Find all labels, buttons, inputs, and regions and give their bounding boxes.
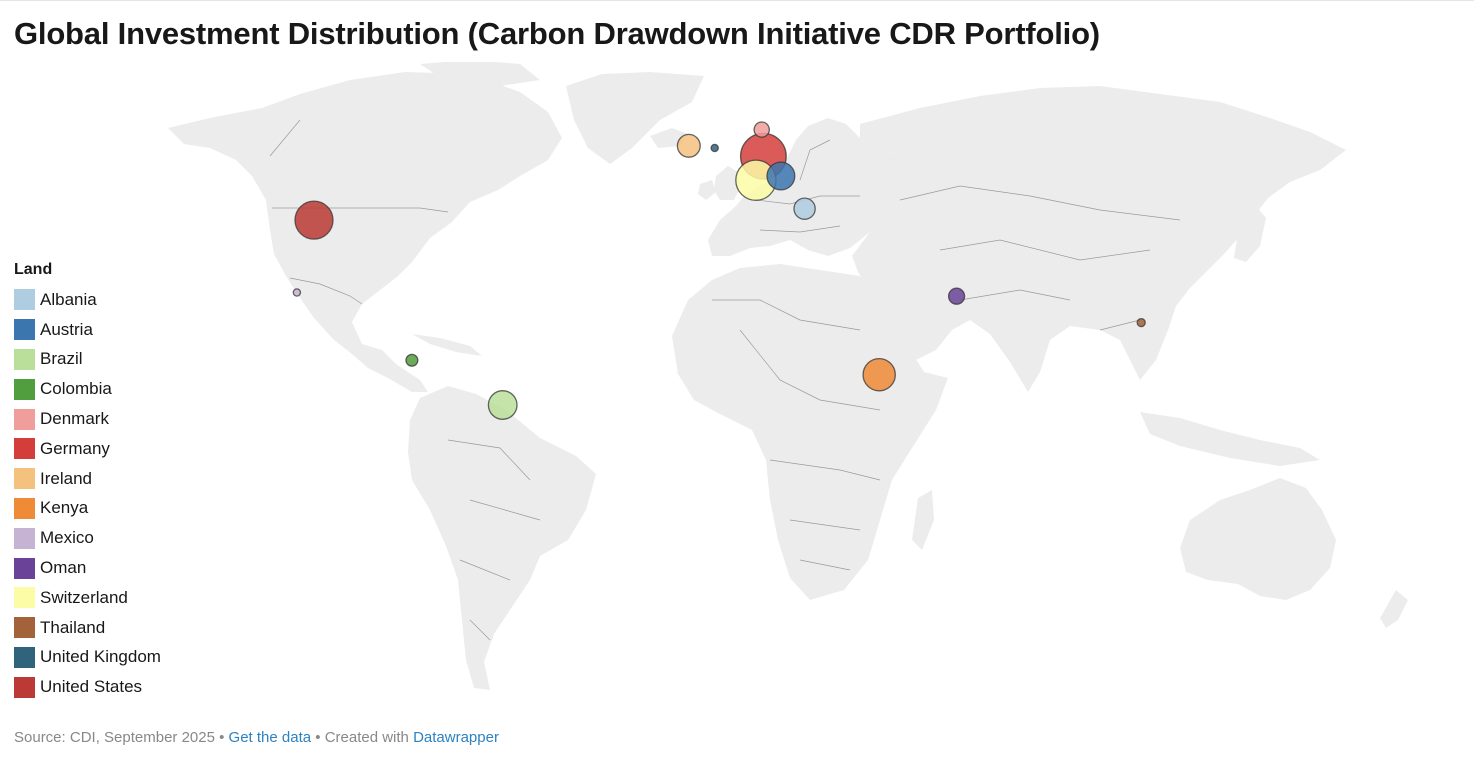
land-europe xyxy=(708,118,910,256)
legend-item: Oman xyxy=(14,553,161,583)
legend-label: Ireland xyxy=(40,468,92,488)
legend-label: Brazil xyxy=(40,349,83,369)
legend-swatch xyxy=(14,527,35,549)
legend-item: United Kingdom xyxy=(14,643,161,673)
marker-united-states[interactable] xyxy=(294,200,334,240)
land-africa xyxy=(672,264,948,600)
legend-label: Oman xyxy=(40,558,87,578)
legend-swatch xyxy=(14,617,35,639)
legend-item: Denmark xyxy=(14,404,161,434)
land-madagascar xyxy=(912,490,934,550)
legend-swatch xyxy=(14,378,35,400)
get-the-data-link[interactable]: Get the data xyxy=(228,729,312,746)
legend-item: United States xyxy=(14,672,161,702)
land-asia xyxy=(852,86,1346,392)
legend-swatch xyxy=(14,497,35,519)
legend-label: Denmark xyxy=(40,409,109,429)
marker-albania[interactable] xyxy=(793,197,816,220)
legend-item: Albania xyxy=(14,285,161,315)
legend-label: Albania xyxy=(40,289,97,309)
legend-label: Austria xyxy=(40,319,93,339)
legend-swatch xyxy=(14,587,35,609)
marker-colombia[interactable] xyxy=(405,353,419,367)
source-note: Source: CDI, September 2025 xyxy=(14,729,215,746)
legend-label: Switzerland xyxy=(40,587,128,607)
marker-thailand[interactable] xyxy=(1136,317,1146,328)
land-south-america xyxy=(408,386,596,690)
legend-label: Mexico xyxy=(40,528,94,548)
created-with-text: • Created with xyxy=(311,729,414,746)
land-australia xyxy=(1180,478,1336,600)
legend-item: Thailand xyxy=(14,613,161,643)
top-divider xyxy=(0,0,1474,1)
land-new-zealand xyxy=(1380,590,1408,628)
legend-swatch xyxy=(14,348,35,370)
legend-swatch xyxy=(14,438,35,460)
legend-label: Germany xyxy=(40,438,110,458)
legend-title: Land xyxy=(14,261,53,278)
land-layer xyxy=(168,62,1408,690)
land-arctic-islands xyxy=(420,62,540,86)
legend-swatch xyxy=(14,319,35,341)
border-south-america xyxy=(447,439,541,641)
border-asia xyxy=(899,185,1181,331)
legend-item: Austria xyxy=(14,315,161,345)
legend-item: Kenya xyxy=(14,494,161,524)
border-alaska xyxy=(269,119,301,157)
marker-united-kingdom[interactable] xyxy=(710,143,719,153)
legend-item: Ireland xyxy=(14,464,161,494)
legend-swatch xyxy=(14,468,35,490)
legend-label: Thailand xyxy=(40,617,106,637)
marker-layer xyxy=(292,121,1146,420)
land-japan xyxy=(1234,206,1266,262)
legend: Land Albania Austria Brazil Colombia Denmark… xyxy=(14,261,161,702)
legend-swatch xyxy=(14,408,35,430)
legend-label: United Kingdom xyxy=(40,647,161,667)
legend-items: Albania Austria Brazil Colombia Denmark Germa… xyxy=(14,285,161,702)
legend-label: Colombia xyxy=(40,379,112,399)
chart-title: Global Investment Distribution (Carbon D… xyxy=(14,16,1100,51)
marker-brazil[interactable] xyxy=(487,390,518,420)
land-uk xyxy=(714,166,740,200)
legend-swatch xyxy=(14,646,35,668)
marker-oman[interactable] xyxy=(947,287,966,305)
legend-item: Germany xyxy=(14,434,161,464)
land-greenland xyxy=(566,72,704,164)
land-ireland xyxy=(698,180,716,200)
legend-swatch xyxy=(14,676,35,698)
land-caribbean xyxy=(412,334,482,356)
legend-item: Mexico xyxy=(14,523,161,553)
land-indonesia xyxy=(1140,412,1320,466)
footer: Source: CDI, September 2025 • Get the da… xyxy=(14,729,499,746)
land-north-america xyxy=(168,72,562,392)
legend-label: Kenya xyxy=(40,498,89,518)
legend-swatch xyxy=(14,557,35,579)
marker-ireland[interactable] xyxy=(676,133,701,158)
legend-item: Brazil xyxy=(14,345,161,375)
map-canvas xyxy=(168,62,1408,690)
footer-separator: • xyxy=(214,729,229,746)
marker-austria[interactable] xyxy=(766,161,796,191)
legend-item: Switzerland xyxy=(14,583,161,613)
legend-item: Colombia xyxy=(14,374,161,404)
legend-swatch xyxy=(14,289,35,311)
legend-label: United States xyxy=(40,677,143,697)
marker-mexico[interactable] xyxy=(292,288,302,297)
world-map xyxy=(0,62,1474,712)
marker-denmark[interactable] xyxy=(753,121,770,138)
border-africa xyxy=(712,299,881,571)
border-usa-mexico xyxy=(289,277,363,305)
datawrapper-link[interactable]: Datawrapper xyxy=(413,729,499,746)
country-borders xyxy=(269,119,1181,641)
marker-kenya[interactable] xyxy=(862,357,896,392)
